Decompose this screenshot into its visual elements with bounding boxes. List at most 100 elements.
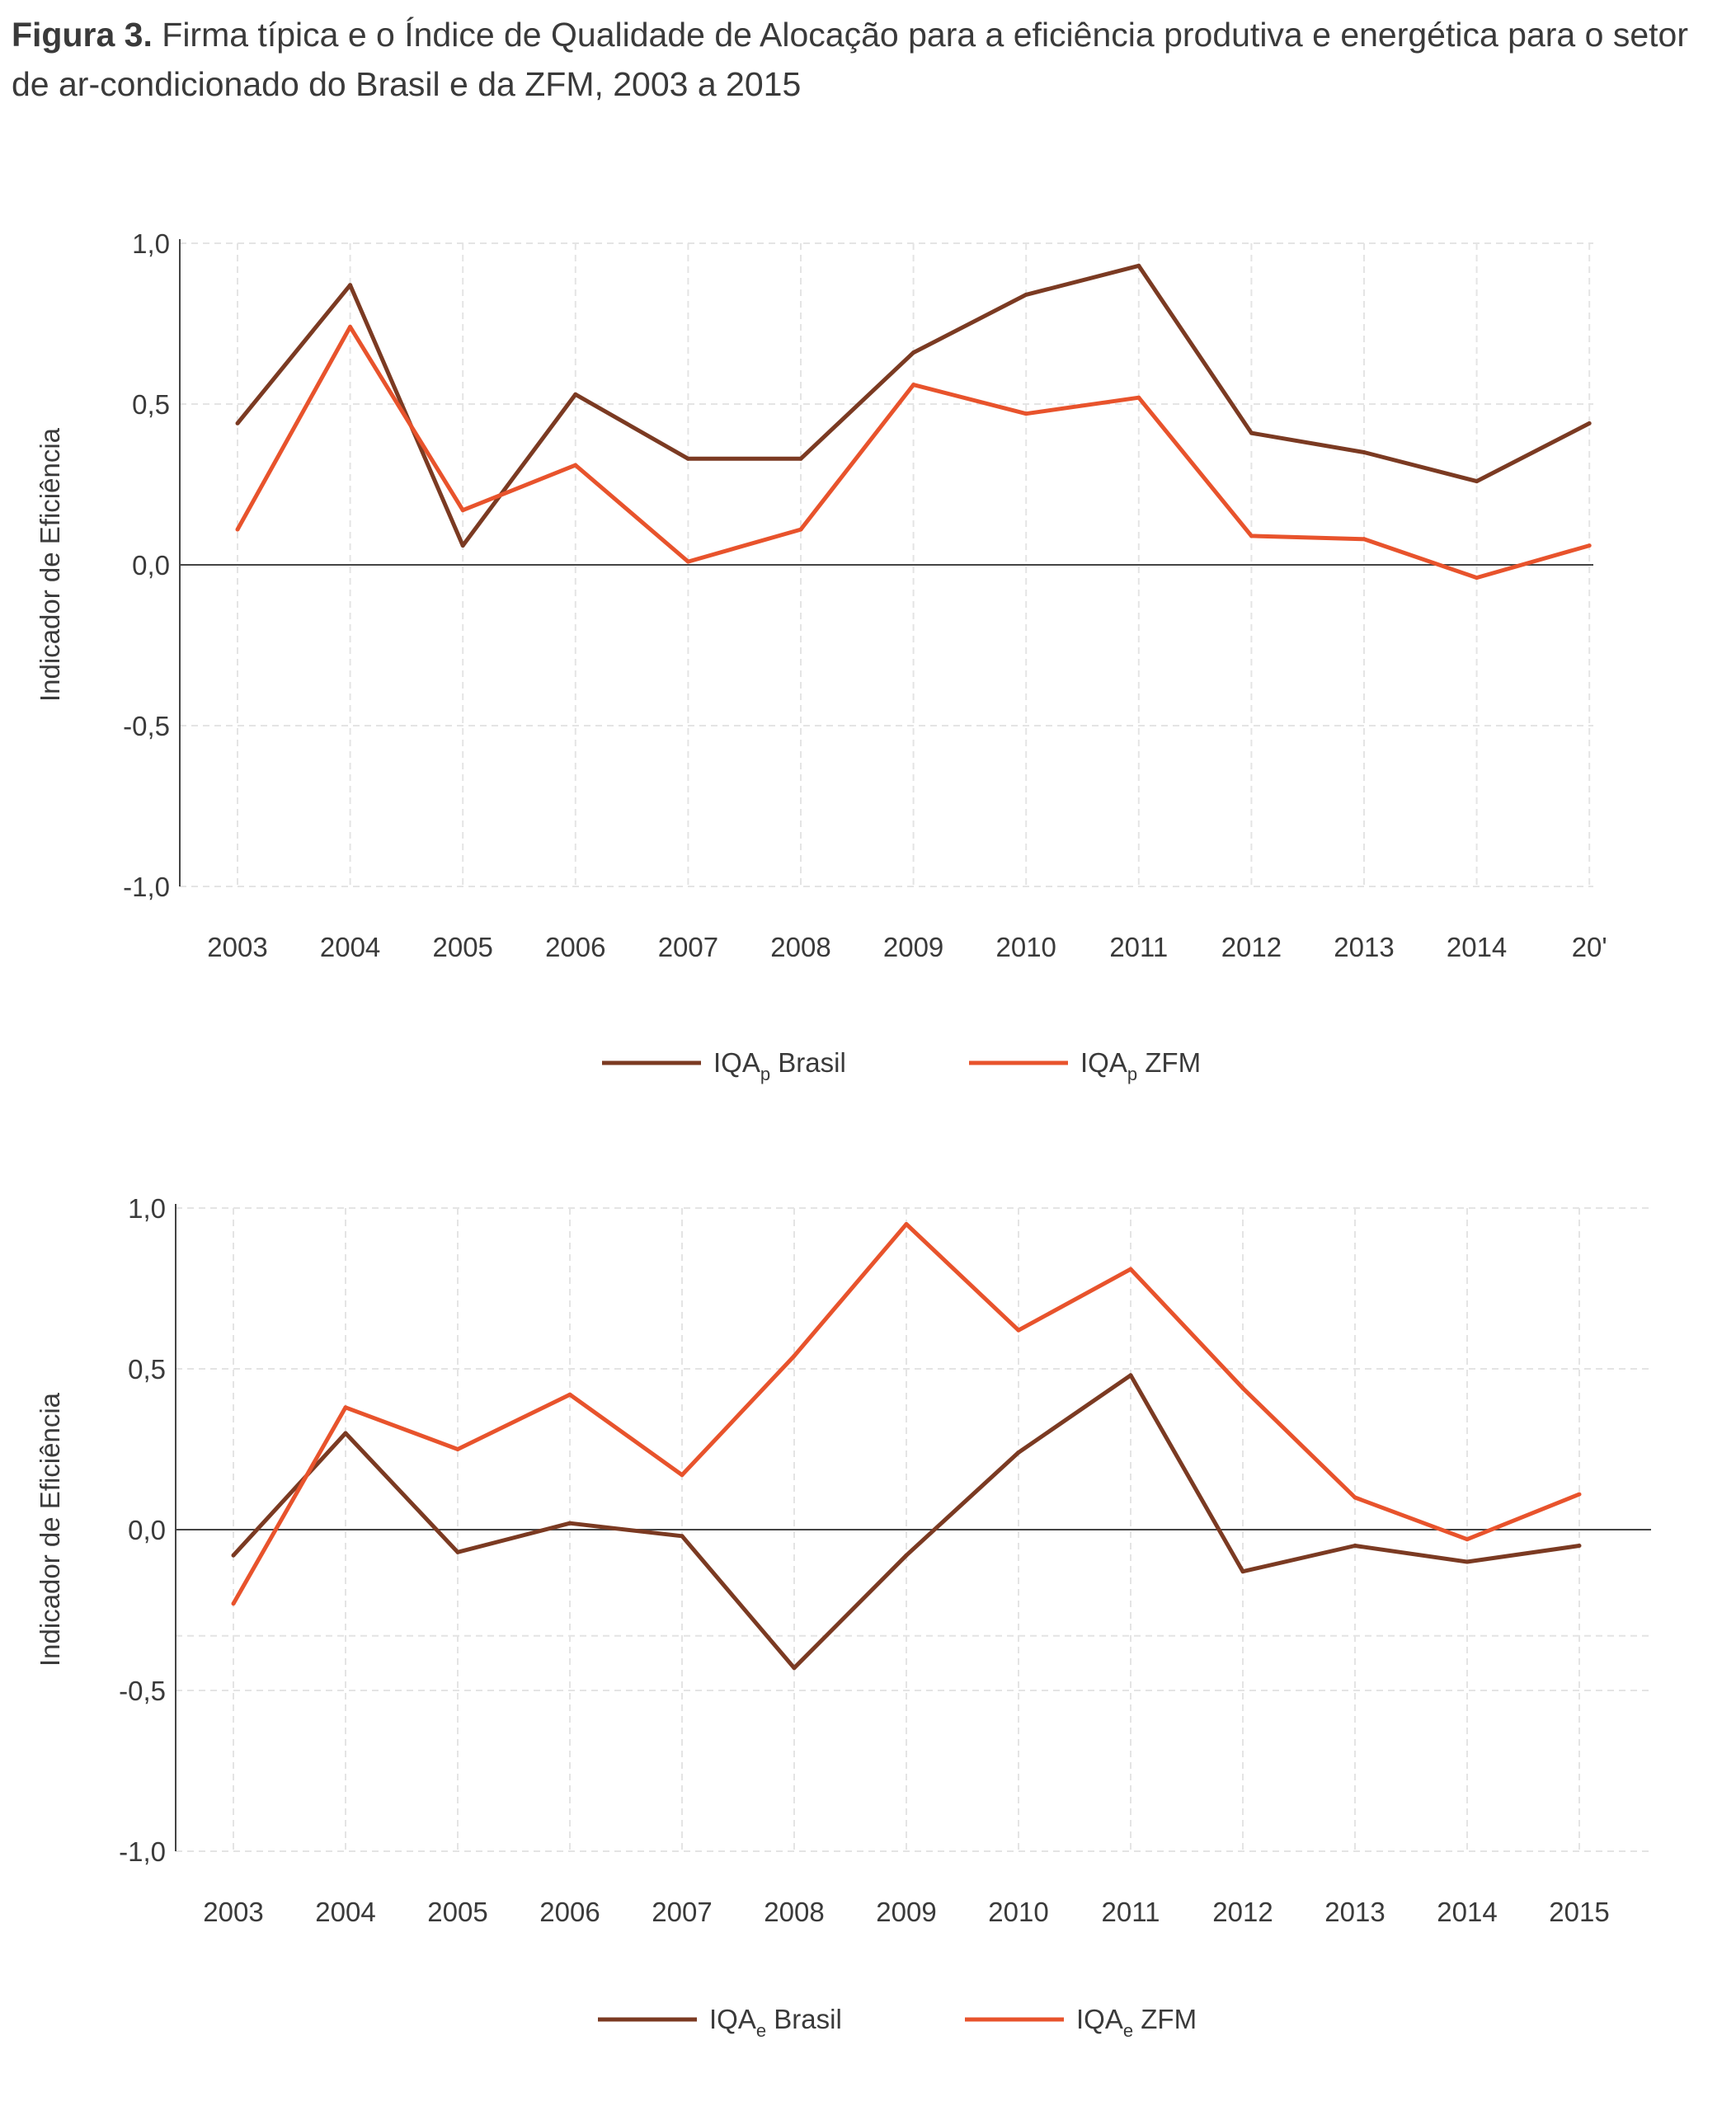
x-tick-label: 2012: [1212, 1897, 1273, 1927]
data-point-brasil: [1465, 1559, 1470, 1564]
legend-item-zfm: IQAp ZFM: [969, 1047, 1201, 1084]
data-point-brasil: [348, 283, 353, 288]
data-point-brasil: [685, 456, 690, 461]
x-tick-label: 2003: [207, 932, 267, 962]
legend-label: IQAe ZFM: [1076, 2004, 1197, 2041]
y-axis-label: Indicador de Eficiência: [35, 1392, 65, 1667]
data-point-brasil: [460, 543, 465, 548]
y-tick-label: 0,5: [128, 1354, 166, 1385]
data-point-zfm: [1362, 537, 1367, 542]
x-tick-label: 2006: [539, 1897, 600, 1927]
figure-title: Figura 3. Firma típica e o Índice de Qua…: [12, 10, 1710, 109]
data-point-zfm: [1249, 534, 1254, 538]
data-point-zfm: [573, 463, 578, 468]
data-point-zfm: [348, 324, 353, 329]
data-point-zfm: [1587, 543, 1592, 548]
y-tick-label: -1,0: [123, 872, 170, 902]
data-point-brasil: [1353, 1544, 1357, 1548]
x-tick-label: 2014: [1437, 1897, 1497, 1927]
data-point-brasil: [1362, 450, 1367, 454]
x-tick-label: 2013: [1324, 1897, 1385, 1927]
x-tick-label: 20': [1572, 932, 1607, 962]
data-point-brasil: [911, 350, 916, 355]
x-tick-label: 2010: [995, 932, 1056, 962]
legend-label: IQAp Brasil: [713, 1047, 846, 1084]
x-tick-label: 2014: [1447, 932, 1507, 962]
data-point-zfm: [460, 508, 465, 513]
x-tick-label: 2004: [320, 932, 380, 962]
x-tick-label: 2009: [883, 932, 943, 962]
data-point-zfm: [1128, 1267, 1133, 1272]
data-point-zfm: [1465, 1537, 1470, 1542]
data-point-zfm: [1136, 395, 1141, 400]
data-point-zfm: [235, 527, 240, 532]
x-tick-label: 2013: [1334, 932, 1394, 962]
data-point-zfm: [343, 1405, 348, 1410]
data-point-brasil: [235, 421, 240, 425]
legend-label: IQAe Brasil: [709, 2004, 842, 2041]
data-point-brasil: [1240, 1569, 1245, 1574]
data-point-brasil: [455, 1549, 460, 1554]
data-point-brasil: [680, 1534, 685, 1539]
data-point-brasil: [231, 1553, 236, 1558]
data-point-zfm: [567, 1392, 572, 1397]
data-point-zfm: [792, 1353, 797, 1358]
chart-productive-efficiency: 1,0 0,5 0,0 -0,5 -1,0 Indicador de Eficiência…: [35, 228, 1607, 1084]
legend-item-brasil: IQAp Brasil: [602, 1047, 846, 1084]
x-tick-label: 2007: [652, 1897, 712, 1927]
data-point-brasil: [567, 1521, 572, 1526]
data-point-brasil: [1249, 430, 1254, 435]
x-tick-label: 2005: [427, 1897, 487, 1927]
legend-item-brasil: IQAe Brasil: [598, 2004, 842, 2041]
data-point-brasil: [573, 392, 578, 397]
data-point-zfm: [1023, 411, 1028, 416]
chart-energy-efficiency: 1,0 0,5 0,0 -0,5 -1,0 Indicador de Eficiência…: [35, 1193, 1651, 2041]
data-point-zfm: [231, 1601, 236, 1606]
x-tick-label: 2011: [1109, 932, 1168, 962]
y-tick-label: 0,0: [128, 1515, 166, 1545]
x-tick-label: 2015: [1549, 1897, 1609, 1927]
y-axis-label: Indicador de Eficiência: [35, 427, 65, 702]
x-tick-label: 2008: [770, 932, 830, 962]
data-point-zfm: [904, 1222, 909, 1226]
data-point-zfm: [1016, 1328, 1021, 1333]
data-point-brasil: [798, 456, 803, 461]
y-tick-label: -0,5: [119, 1676, 166, 1706]
data-point-brasil: [1475, 479, 1480, 484]
data-point-brasil: [904, 1553, 909, 1558]
data-point-zfm: [1475, 576, 1480, 581]
x-tick-label: 2009: [876, 1897, 936, 1927]
x-tick-label: 2005: [432, 932, 492, 962]
figure-label: Figura 3.: [12, 16, 153, 54]
data-point-brasil: [1023, 292, 1028, 297]
data-point-brasil: [1577, 1544, 1582, 1548]
figure-title-text: Firma típica e o Índice de Qualidade de …: [12, 16, 1688, 103]
data-point-brasil: [343, 1431, 348, 1436]
data-point-zfm: [1353, 1495, 1357, 1500]
data-point-zfm: [455, 1447, 460, 1451]
data-point-zfm: [680, 1473, 685, 1478]
data-point-zfm: [1240, 1385, 1245, 1390]
y-tick-label: -1,0: [119, 1836, 166, 1867]
legend-label: IQAp ZFM: [1080, 1047, 1201, 1084]
x-tick-label: 2006: [545, 932, 605, 962]
data-point-brasil: [792, 1666, 797, 1671]
x-tick-label: 2010: [988, 1897, 1048, 1927]
data-point-brasil: [1128, 1373, 1133, 1378]
x-tick-label: 2003: [203, 1897, 263, 1927]
y-tick-label: 0,5: [132, 389, 170, 420]
data-point-brasil: [1136, 263, 1141, 268]
data-point-zfm: [685, 559, 690, 564]
y-tick-label: 1,0: [132, 228, 170, 259]
x-tick-label: 2004: [315, 1897, 375, 1927]
x-tick-label: 2011: [1102, 1897, 1160, 1927]
legend-item-zfm: IQAe ZFM: [965, 2004, 1197, 2041]
y-tick-label: 1,0: [128, 1193, 166, 1224]
data-point-zfm: [911, 383, 916, 388]
x-tick-label: 2007: [658, 932, 718, 962]
data-point-brasil: [1016, 1450, 1021, 1455]
y-tick-label: 0,0: [132, 550, 170, 581]
x-tick-label: 2008: [764, 1897, 824, 1927]
x-tick-label: 2012: [1221, 932, 1282, 962]
y-tick-label: -0,5: [123, 711, 170, 741]
